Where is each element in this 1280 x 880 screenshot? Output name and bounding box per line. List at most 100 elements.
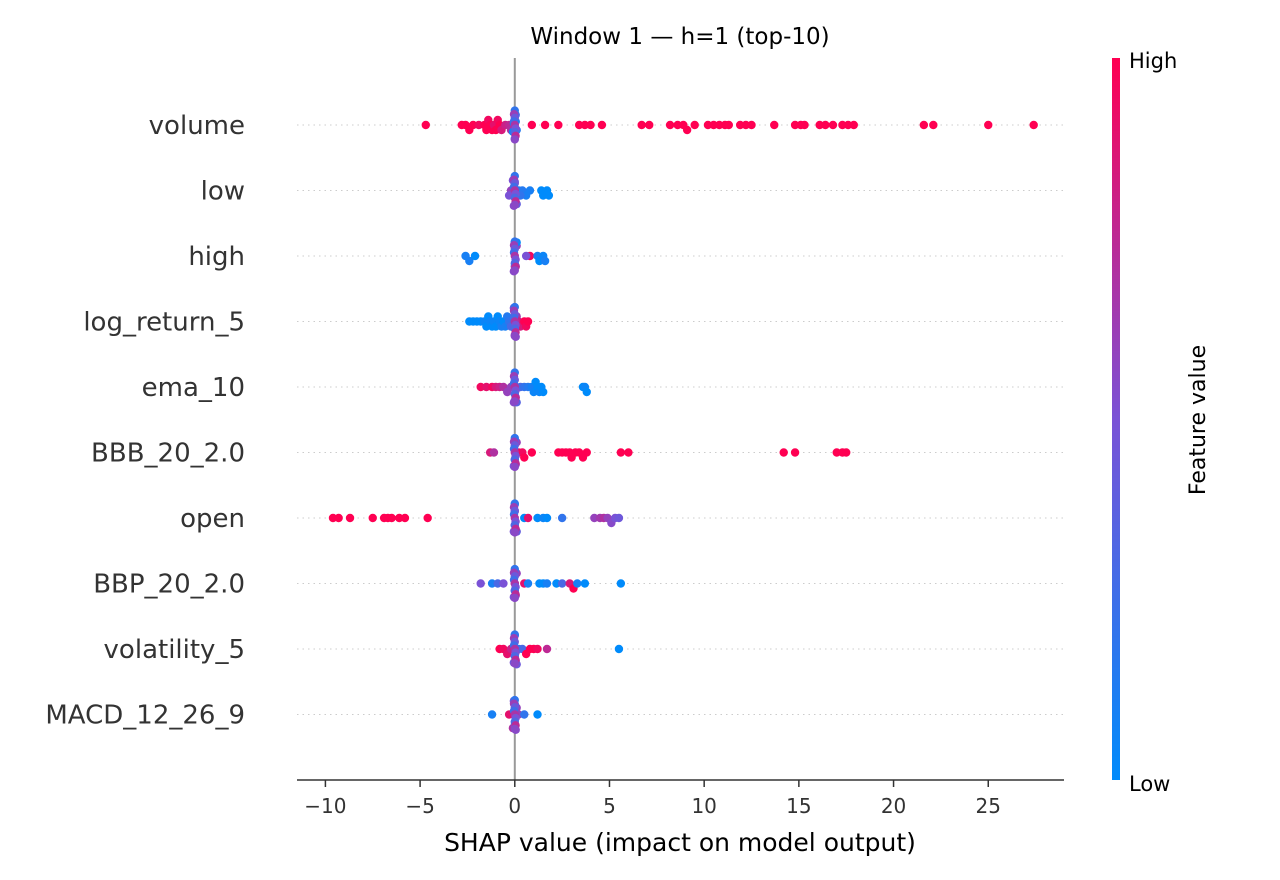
x-axis-ticks: −10 −5 0 5 10 15 20 25 (304, 780, 1001, 818)
colorbar (1112, 58, 1120, 780)
shap-point-volume (637, 120, 646, 130)
shap-point-low (525, 186, 535, 195)
shap-point-volatility_5 (510, 659, 519, 668)
shap-point-BBB_20_2.0 (624, 448, 633, 457)
shap-point-BBB_20_2.0 (842, 448, 851, 457)
shap-point-BBP_20_2.0 (580, 579, 590, 588)
x-tick-label: 20 (881, 794, 906, 818)
shap-point-volume (929, 120, 938, 130)
shap-point-volume (821, 120, 830, 130)
shap-point-volume (690, 120, 699, 130)
shap-point-BBP_20_2.0 (510, 593, 519, 603)
shap-point-volume (1029, 120, 1038, 130)
shap-point-volume (540, 120, 550, 130)
shap-point-open (400, 513, 410, 523)
shap-point-volume (510, 135, 519, 144)
shap-point-volume (770, 120, 779, 130)
feature-label-volatility_5: volatility_5 (104, 635, 245, 665)
shap-point-open (523, 513, 533, 523)
x-tick-label: 15 (786, 794, 811, 818)
shap-point-BBB_20_2.0 (790, 448, 800, 457)
shap-point-BBB_20_2.0 (489, 448, 499, 457)
feature-labels: volume low high log_return_5 ema_10 BBB_20_2.… (45, 111, 245, 731)
shap-point-open (542, 513, 552, 523)
feature-label-BBB_20_2.0: BBB_20_2.0 (91, 439, 245, 469)
x-tick-label: 10 (691, 794, 716, 818)
shap-point-open (387, 513, 396, 523)
shap-point-high (540, 256, 550, 266)
shap-point-high (510, 266, 519, 275)
shap-point-volume (747, 120, 756, 130)
shap-point-MACD_12_26_9 (533, 710, 542, 719)
shap-point-open (334, 513, 343, 523)
shap-point-low (544, 191, 554, 200)
x-tick-label: 5 (603, 794, 616, 818)
feature-grid-lines (297, 124, 1064, 715)
shap-point-BBP_20_2.0 (499, 579, 508, 588)
shap-point-BBP_20_2.0 (557, 579, 567, 588)
shap-point-BBP_20_2.0 (523, 579, 533, 588)
shap-point-volume (682, 125, 692, 135)
shap-point-ema_10 (510, 397, 519, 406)
shap-point-volume (800, 120, 809, 130)
shap-point-volatility_5 (542, 644, 552, 654)
shap-point-log_return_5 (523, 317, 533, 326)
colorbar-title: Feature value (1186, 345, 1211, 495)
x-tick-label: 25 (976, 794, 1001, 818)
shap-point-volume (849, 120, 858, 130)
colorbar-high-label: High (1129, 49, 1177, 73)
shap-point-volume (919, 120, 929, 130)
shap-point-MACD_12_26_9 (510, 724, 519, 734)
shap-point-BBB_20_2.0 (582, 448, 591, 457)
shap-point-BBB_20_2.0 (520, 453, 529, 462)
shap-point-BBP_20_2.0 (616, 579, 626, 588)
shap-point-volatility_5 (533, 644, 542, 654)
shap-point-BBP_20_2.0 (542, 579, 552, 588)
shap-point-BBP_20_2.0 (476, 579, 485, 588)
shap-point-BBB_20_2.0 (779, 448, 788, 457)
feature-label-MACD_12_26_9: MACD_12_26_9 (45, 701, 245, 731)
shap-point-high (521, 251, 531, 261)
shap-point-high (465, 256, 474, 266)
shap-point-high (470, 251, 480, 261)
shap-point-open (614, 513, 624, 523)
shap-point-volume (984, 120, 993, 130)
shap-point-open (510, 528, 519, 537)
shap-point-MACD_12_26_9 (520, 710, 529, 719)
shap-point-open (423, 513, 432, 523)
feature-label-low: low (201, 177, 245, 207)
x-tick-label: −10 (304, 794, 346, 818)
shap-point-ema_10 (582, 387, 591, 397)
shap-point-volume (665, 120, 675, 130)
shap-point-log_return_5 (510, 331, 519, 341)
x-axis-label: SHAP value (impact on model output) (444, 828, 916, 857)
x-tick-label: 0 (508, 794, 521, 818)
feature-label-volume: volume (149, 111, 245, 141)
shap-point-BBB_20_2.0 (510, 462, 519, 472)
shap-point-volume (828, 120, 838, 130)
shap-point-ema_10 (538, 387, 548, 397)
feature-label-ema_10: ema_10 (142, 373, 245, 403)
shap-point-volume (421, 120, 430, 130)
shap-points (328, 106, 1038, 734)
colorbar-low-label: Low (1129, 772, 1170, 796)
feature-label-log_return_5: log_return_5 (83, 308, 245, 338)
shap-point-BBB_20_2.0 (616, 448, 626, 457)
shap-point-volatility_5 (614, 644, 624, 654)
feature-label-BBP_20_2.0: BBP_20_2.0 (93, 570, 245, 600)
shap-point-open (345, 513, 355, 523)
shap-point-volume (645, 120, 654, 130)
shap-point-open (368, 513, 377, 523)
shap-point-volume (527, 120, 537, 130)
x-tick-label: −5 (405, 794, 434, 818)
shap-point-volume (554, 120, 563, 130)
feature-label-open: open (180, 504, 245, 534)
shap-point-BBB_20_2.0 (527, 448, 537, 457)
chart-title: Window 1 — h=1 (top-10) (530, 24, 829, 50)
feature-label-high: high (188, 242, 245, 272)
shap-point-low (510, 200, 519, 210)
shap-point-volume (597, 120, 607, 130)
shap-point-MACD_12_26_9 (487, 710, 497, 719)
shap-point-open (557, 513, 567, 523)
